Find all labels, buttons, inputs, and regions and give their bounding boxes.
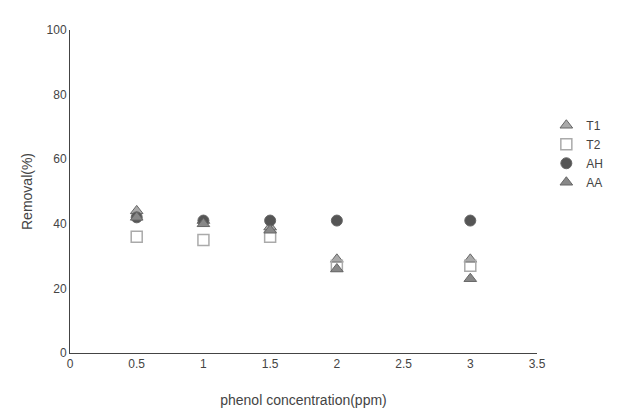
svg-text:Removal(%): Removal(%) <box>19 153 35 230</box>
svg-text:80: 80 <box>53 88 67 102</box>
svg-text:20: 20 <box>53 282 67 296</box>
svg-text:AH: AH <box>586 157 603 171</box>
svg-text:AA: AA <box>586 176 602 190</box>
svg-text:0.5: 0.5 <box>128 357 145 371</box>
svg-text:T2: T2 <box>586 138 600 152</box>
svg-text:3: 3 <box>467 357 474 371</box>
svg-text:2.5: 2.5 <box>395 357 412 371</box>
svg-text:3.5: 3.5 <box>529 357 546 371</box>
svg-text:phenol concentration(ppm): phenol concentration(ppm) <box>220 392 387 408</box>
svg-text:0: 0 <box>67 357 74 371</box>
svg-text:T1: T1 <box>586 119 600 133</box>
svg-text:1: 1 <box>200 357 207 371</box>
svg-text:2: 2 <box>334 357 341 371</box>
svg-text:1.5: 1.5 <box>262 357 279 371</box>
svg-text:0: 0 <box>60 346 67 360</box>
svg-text:100: 100 <box>47 23 67 37</box>
svg-text:60: 60 <box>53 152 67 166</box>
svg-text:40: 40 <box>53 217 67 231</box>
